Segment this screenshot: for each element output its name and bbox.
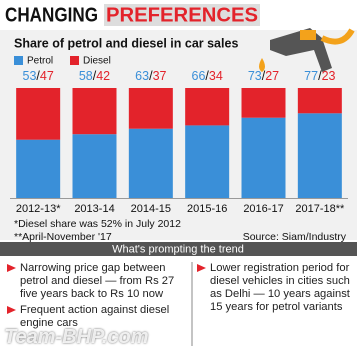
source: Source: Siam/Industry bbox=[243, 231, 347, 243]
x-tick-label: 2012-13* bbox=[16, 203, 61, 215]
label-separator: / bbox=[149, 69, 153, 83]
value-label: 66/34 bbox=[192, 69, 223, 83]
chart-title: PREFERENCES bbox=[106, 4, 258, 26]
value-label: 47 bbox=[40, 69, 54, 83]
right-bullets: Lower registration period for diesel veh… bbox=[196, 262, 354, 317]
chart-title: CHANGING bbox=[5, 4, 98, 26]
panel-header-background bbox=[0, 242, 357, 256]
label-separator: / bbox=[36, 69, 40, 83]
bullet: Frequent action against diesel engine ca… bbox=[6, 304, 190, 330]
chart-subtitle: Share of petrol and diesel in car sales bbox=[14, 36, 238, 50]
value-label: 58/42 bbox=[79, 69, 110, 83]
bar bbox=[16, 88, 61, 140]
value-label: 53/47 bbox=[23, 69, 54, 83]
bar bbox=[185, 88, 230, 126]
bar bbox=[16, 139, 61, 198]
x-tick-label: 2016-17 bbox=[243, 203, 283, 215]
bar bbox=[241, 88, 286, 118]
bullet: Narrowing price gap between petrol and d… bbox=[6, 262, 190, 301]
legend-label: Petrol bbox=[27, 56, 53, 67]
plot: Petrol Diesel53/472012-13*58/422013-1463/… bbox=[10, 56, 348, 215]
legend-swatch bbox=[14, 56, 23, 65]
x-tick-label: 2013-14 bbox=[74, 203, 114, 215]
value-label: 73/27 bbox=[248, 69, 279, 83]
bar bbox=[128, 88, 173, 129]
label-separator: / bbox=[262, 69, 266, 83]
value-label: 27 bbox=[265, 69, 279, 83]
value-label: 53 bbox=[23, 69, 37, 83]
left-bullets: Narrowing price gap between petrol and d… bbox=[6, 262, 190, 333]
bar bbox=[128, 128, 173, 198]
bar bbox=[72, 134, 117, 198]
watermark: Team-BHP.com bbox=[4, 326, 149, 348]
bar bbox=[185, 125, 230, 198]
panel-title: What's prompting the trend bbox=[112, 243, 244, 255]
label-separator: / bbox=[93, 69, 97, 83]
value-label: 77/23 bbox=[304, 69, 335, 83]
bar bbox=[241, 117, 286, 198]
label-separator: / bbox=[318, 69, 322, 83]
value-label: 63/37 bbox=[135, 69, 166, 83]
legend-swatch bbox=[70, 56, 79, 65]
value-label: 58 bbox=[79, 69, 93, 83]
x-tick-label: 2017-18** bbox=[295, 203, 345, 215]
bullet: Lower registration period for diesel veh… bbox=[196, 262, 354, 314]
value-label: 37 bbox=[153, 69, 167, 83]
bar bbox=[72, 88, 117, 135]
value-label: 66 bbox=[192, 69, 206, 83]
legend-label: Diesel bbox=[83, 56, 111, 67]
bar bbox=[297, 88, 342, 114]
footnote: *Diesel share was 52% in July 2012 bbox=[14, 218, 181, 230]
value-label: 63 bbox=[135, 69, 149, 83]
value-label: 34 bbox=[209, 69, 223, 83]
title-box bbox=[104, 4, 260, 26]
x-tick-label: 2015-16 bbox=[187, 203, 227, 215]
fuel-nozzle-icon bbox=[259, 28, 355, 72]
value-label: 77 bbox=[304, 69, 318, 83]
value-label: 23 bbox=[322, 69, 336, 83]
x-tick-label: 2014-15 bbox=[131, 203, 171, 215]
value-label: 42 bbox=[96, 69, 110, 83]
value-label: 73 bbox=[248, 69, 262, 83]
bar bbox=[297, 113, 342, 198]
footnote: **April-November '17 bbox=[14, 231, 112, 243]
title-box bbox=[3, 4, 100, 26]
label-separator: / bbox=[205, 69, 209, 83]
